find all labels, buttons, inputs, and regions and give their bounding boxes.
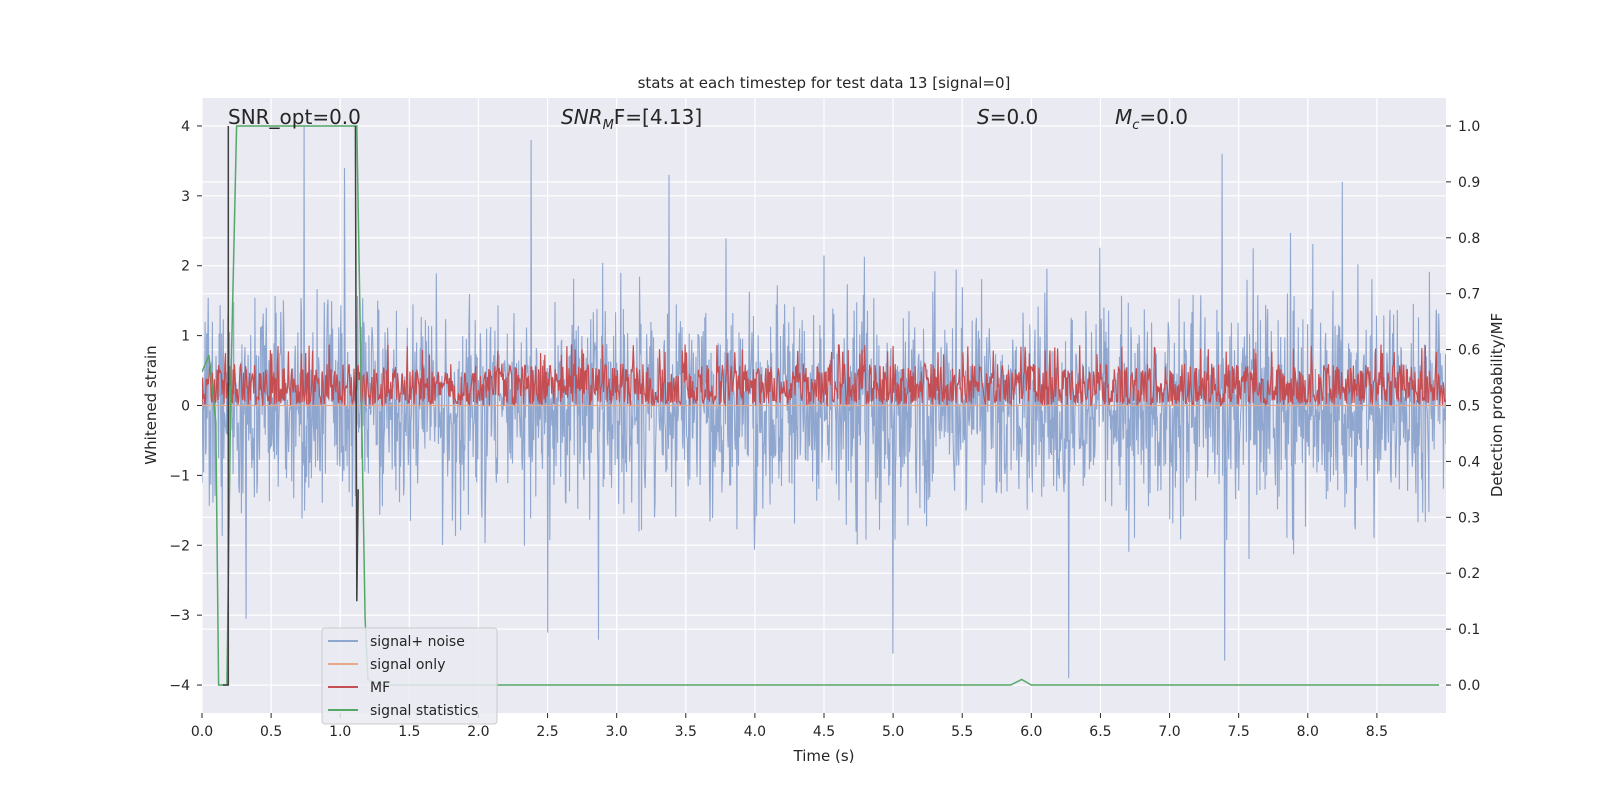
y-tick-label-left: 4 bbox=[181, 119, 190, 135]
x-tick-label: 7.0 bbox=[1158, 724, 1180, 740]
snr-opt-annotation: SNR_opt=0.0 bbox=[228, 105, 361, 129]
legend-label-mf: MF bbox=[370, 680, 390, 696]
legend-label-stats: signal statistics bbox=[370, 703, 478, 719]
legend-label-signal: signal only bbox=[370, 657, 445, 673]
x-tick-label: 2.0 bbox=[467, 724, 489, 740]
y-tick-label-left: 3 bbox=[181, 189, 190, 205]
x-axis-label: Time (s) bbox=[793, 747, 855, 765]
y-tick-label-right: 0.8 bbox=[1458, 231, 1480, 247]
x-tick-label: 2.5 bbox=[536, 724, 558, 740]
x-tick-label: 5.5 bbox=[951, 724, 973, 740]
x-tick-label: 1.0 bbox=[329, 724, 351, 740]
y-tick-label-right: 0.0 bbox=[1458, 678, 1480, 694]
s-annotation: S=0.0 bbox=[977, 105, 1038, 129]
snr-mf-base: SNR bbox=[561, 105, 603, 129]
x-tick-label: 8.0 bbox=[1297, 724, 1319, 740]
legend-box bbox=[321, 627, 498, 725]
y-tick-label-right: 0.2 bbox=[1458, 566, 1480, 582]
mc-value: =0.0 bbox=[1139, 105, 1188, 129]
snr-mf-rest: F=[4.13] bbox=[614, 105, 702, 129]
x-tick-label: 6.5 bbox=[1089, 724, 1111, 740]
legend-label-noise: signal+ noise bbox=[370, 634, 465, 650]
x-tick-label: 1.5 bbox=[398, 724, 420, 740]
y-tick-label-right: 0.7 bbox=[1458, 287, 1480, 303]
series-marker-line-5 bbox=[354, 125, 359, 602]
snr-mf-sub: M bbox=[603, 118, 614, 133]
series-layer bbox=[202, 125, 1446, 686]
series-mf-line bbox=[202, 344, 1446, 407]
y-tick-label-right: 0.4 bbox=[1458, 454, 1480, 470]
y-tick-label-right: 0.9 bbox=[1458, 175, 1480, 191]
x-tick-label: 0.0 bbox=[191, 724, 213, 740]
x-tick-label: 4.5 bbox=[813, 724, 835, 740]
y-tick-label-left: 2 bbox=[181, 259, 190, 275]
mc-annotation: Mc=0.0 bbox=[1115, 105, 1188, 133]
x-tick-label: 3.5 bbox=[675, 724, 697, 740]
x-tick-label: 6.0 bbox=[1020, 724, 1042, 740]
x-tick-label: 5.0 bbox=[882, 724, 904, 740]
s-label: S bbox=[977, 105, 990, 129]
y-tick-label-left: −3 bbox=[169, 608, 190, 624]
x-tick-label: 7.5 bbox=[1228, 724, 1250, 740]
y-tick-label-right: 0.1 bbox=[1458, 622, 1480, 638]
y-tick-label-left: −1 bbox=[169, 468, 190, 484]
s-value: =0.0 bbox=[990, 105, 1039, 129]
y-tick-label-right: 0.3 bbox=[1458, 510, 1480, 526]
x-tick-label: 8.5 bbox=[1366, 724, 1388, 740]
y-tick-label-right: 0.6 bbox=[1458, 343, 1480, 359]
y-tick-label-left: −2 bbox=[169, 538, 190, 554]
legend: signal+ noise signal only MF signal stat… bbox=[321, 627, 498, 725]
y-axis-right-label: Detection probability/MF bbox=[1488, 313, 1506, 497]
x-tick-label: 3.0 bbox=[606, 724, 628, 740]
chart-title: stats at each timestep for test data 13 … bbox=[638, 74, 1011, 92]
y-tick-label-right: 1.0 bbox=[1458, 119, 1480, 135]
axes: 0.0 0.5 1.0 1.5 2.0 2.5 3.0 3.5 4.0 4.5 5.0 5.5 6.0 6… bbox=[169, 119, 1480, 740]
y-tick-label-right: 0.5 bbox=[1458, 399, 1480, 415]
series-signal-statistics-line bbox=[202, 125, 1440, 686]
mc-sub: c bbox=[1132, 118, 1139, 133]
mc-base: M bbox=[1115, 105, 1132, 129]
x-tick-label: 4.0 bbox=[744, 724, 766, 740]
series-marker-line-4 bbox=[222, 126, 230, 686]
y-tick-label-left: 1 bbox=[181, 329, 190, 345]
snr-mf-annotation: SNRMF=[4.13] bbox=[561, 105, 702, 133]
y-axis-left-label: Whitened strain bbox=[142, 345, 160, 464]
y-tick-label-left: −4 bbox=[169, 678, 190, 694]
y-tick-label-left: 0 bbox=[181, 399, 190, 415]
x-tick-label: 0.5 bbox=[260, 724, 282, 740]
